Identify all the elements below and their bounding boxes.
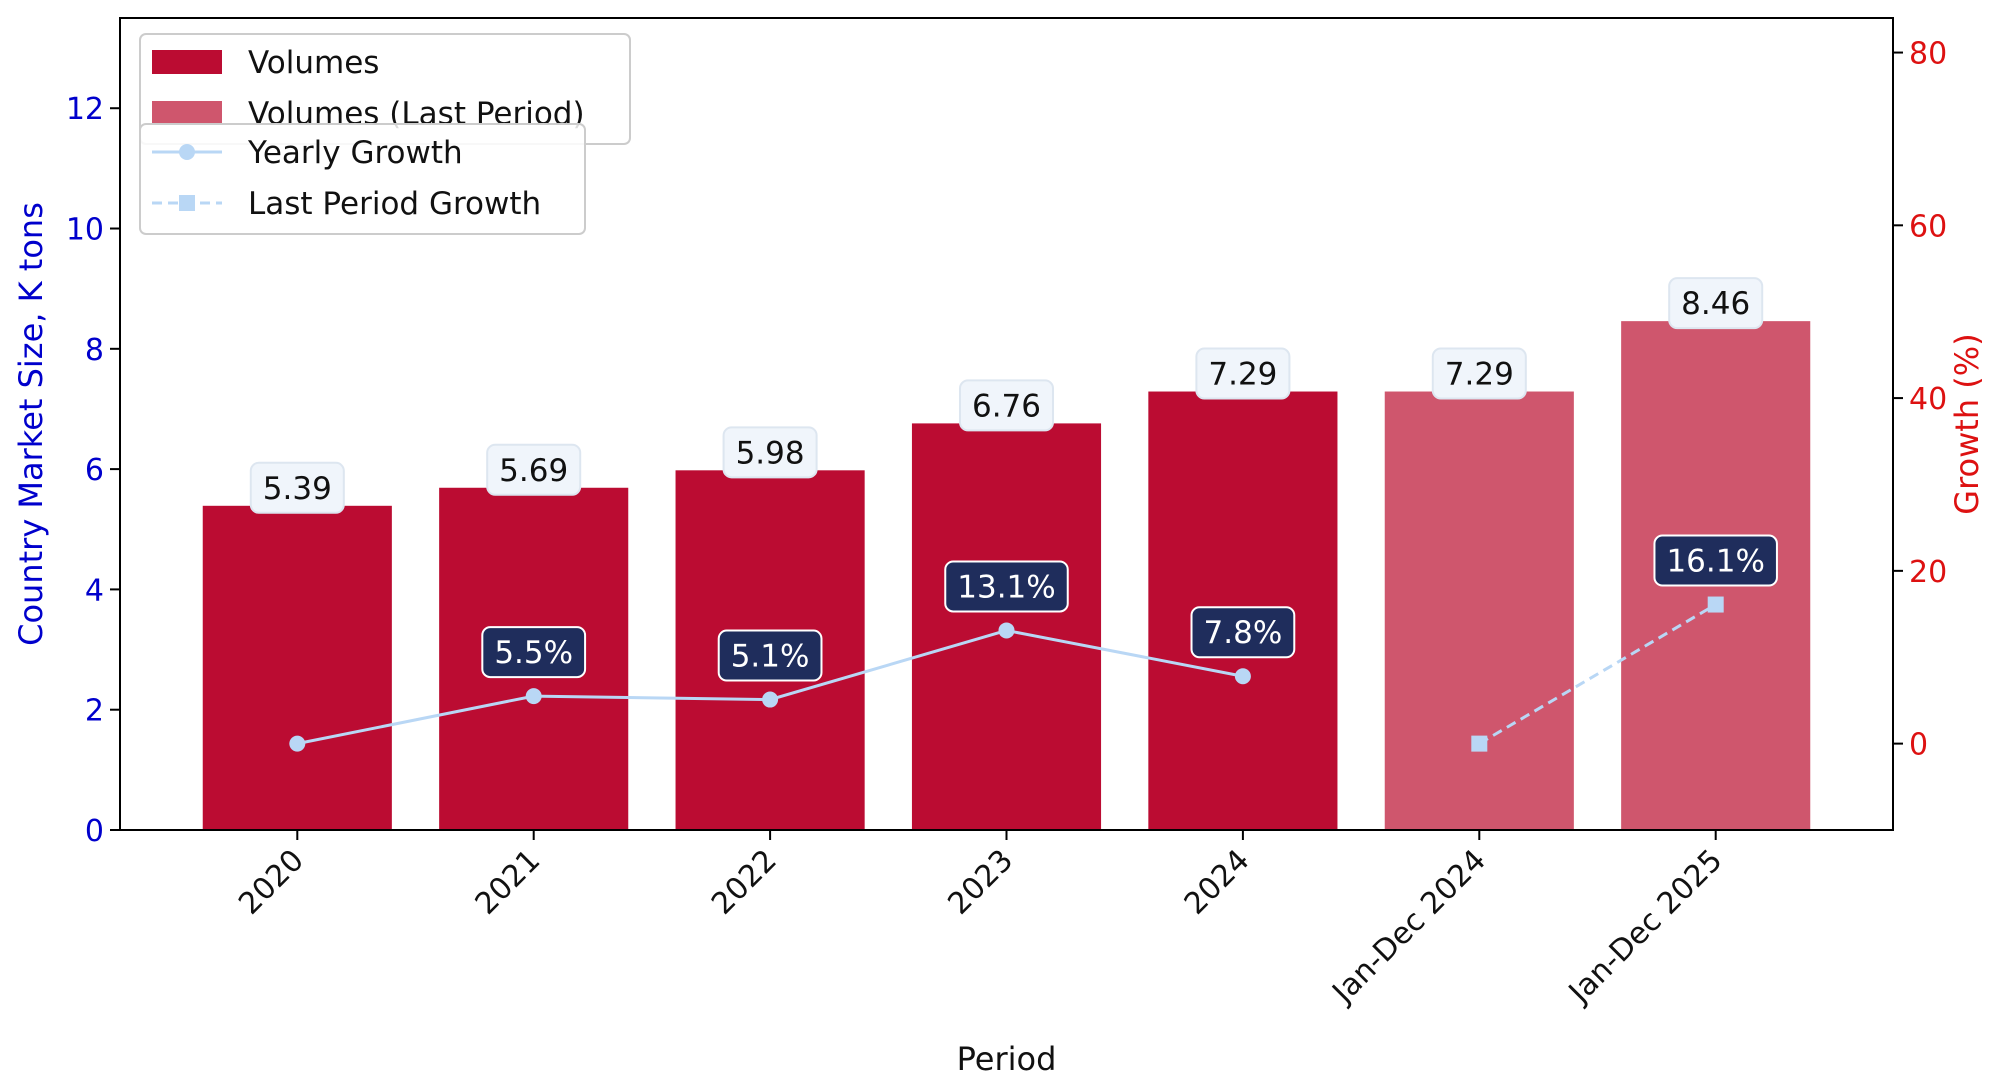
growth-lines-layer	[289, 596, 1724, 752]
x-tick-label: 2024	[1178, 843, 1257, 922]
y-left-tick-label: 8	[85, 333, 104, 368]
bar-value-label-box	[1195, 347, 1291, 400]
y-axis-left-title: Country Market Size, K tons	[12, 202, 50, 646]
last-period-growth-marker	[1471, 735, 1488, 752]
legend-marker	[179, 144, 195, 160]
bar-value-label-text: 7.29	[1208, 357, 1277, 393]
yearly-growth-marker	[762, 691, 779, 708]
growth-value-label-text: 5.5%	[494, 635, 573, 671]
yearly-growth-marker	[289, 735, 306, 752]
bar-value-label-box	[1431, 347, 1527, 400]
yearly-growth-marker	[998, 622, 1015, 639]
legend-label: Last Period Growth	[248, 186, 541, 222]
bar-value-label-box	[722, 426, 818, 479]
bar-value-label: 8.46	[1668, 277, 1764, 330]
bar-jan-dec-2024	[1384, 391, 1574, 830]
y-left-tick-label: 4	[85, 573, 104, 608]
yearly-growth-marker	[1234, 668, 1251, 685]
bar-value-label-text: 5.98	[736, 435, 805, 471]
bar-value-label: 5.39	[249, 461, 345, 514]
bar-value-label-text: 6.76	[972, 388, 1041, 424]
bar-2020	[202, 505, 392, 830]
growth-value-label-box	[481, 626, 587, 679]
legend-marker	[179, 195, 195, 211]
y-right-tick-label: 0	[1909, 728, 1928, 763]
legend-box	[139, 123, 586, 235]
growth-value-label-text: 7.8%	[1204, 615, 1283, 651]
growth-value-label: 7.8%	[1190, 606, 1296, 659]
y-left-tick-label: 6	[85, 453, 104, 488]
growth-value-label: 5.5%	[481, 626, 587, 679]
growth-value-label-box	[717, 629, 823, 682]
growth-value-label: 16.1%	[1653, 534, 1778, 587]
bar-value-label: 6.76	[958, 379, 1055, 432]
bar-value-label: 7.29	[1195, 347, 1291, 400]
y-right-tick-label: 20	[1909, 555, 1947, 590]
bar-value-label-text: 8.46	[1681, 286, 1750, 322]
growth-value-label-text: 13.1%	[957, 569, 1055, 605]
legend-swatch	[152, 101, 222, 125]
x-tick-label: 2020	[232, 843, 311, 922]
growth-value-label: 13.1%	[944, 560, 1069, 613]
bar-value-label-box	[486, 443, 582, 496]
yearly-growth-marker	[525, 688, 542, 705]
bar-value-label-text: 5.69	[499, 453, 568, 489]
bar-value-label-text: 7.29	[1445, 357, 1514, 393]
bar-value-label-text: 5.39	[263, 471, 332, 507]
x-tick-label: Jan-Dec 2025	[1561, 843, 1729, 1011]
bar-value-label-box	[1668, 277, 1764, 330]
growth-value-label-text: 16.1%	[1666, 544, 1764, 580]
y-right-tick-label: 60	[1909, 209, 1947, 244]
legend-label: Volumes	[248, 45, 379, 81]
y-axis-right-title: Growth (%)	[1948, 333, 1986, 514]
growth-value-label-box	[1653, 534, 1778, 587]
y-left-tick-label: 12	[66, 92, 104, 127]
last-period-growth-line	[1478, 603, 1717, 745]
x-axis-title: Period	[957, 1040, 1057, 1078]
last-period-growth-marker	[1707, 596, 1724, 613]
x-tick-label: Jan-Dec 2024	[1325, 843, 1493, 1011]
x-tick-label: 2021	[469, 843, 548, 922]
y-left-tick-label: 2	[85, 694, 104, 729]
bar-value-label: 7.29	[1431, 347, 1527, 400]
bar-value-label-box	[249, 461, 345, 514]
growth-value-label-box	[944, 560, 1069, 613]
bar-value-label-box	[958, 379, 1055, 432]
y-right-tick-label: 80	[1909, 37, 1947, 72]
y-right-tick-label: 40	[1909, 382, 1947, 417]
data-labels-layer: 5.39 5.69 5.98 6.76 7.29 7.29 8.46 5.5% 5.1% 13.1…	[249, 277, 1778, 682]
legend-swatch	[152, 50, 222, 74]
bar-value-label: 5.98	[722, 426, 818, 479]
bar-value-label: 5.69	[486, 443, 582, 496]
growth-value-label-box	[1190, 606, 1296, 659]
legend-label: Yearly Growth	[247, 135, 463, 171]
x-tick-label: 2023	[941, 843, 1020, 922]
growth-value-label-text: 5.1%	[731, 639, 810, 675]
y-left-tick-label: 0	[85, 814, 104, 849]
growth-value-label: 5.1%	[717, 629, 823, 682]
x-tick-label: 2022	[705, 843, 784, 922]
y-left-tick-label: 10	[66, 213, 104, 248]
